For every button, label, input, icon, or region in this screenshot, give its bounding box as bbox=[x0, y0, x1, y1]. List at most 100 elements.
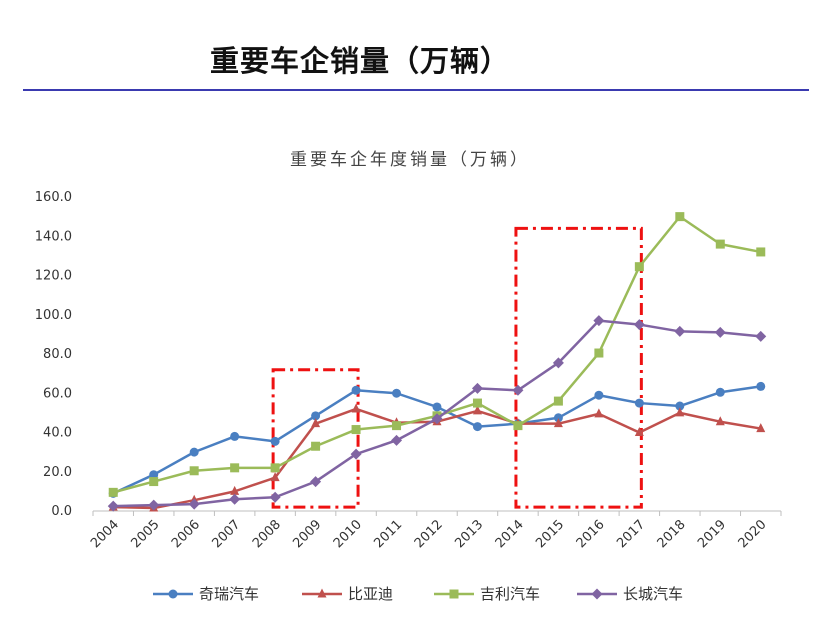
legend-label: 比亚迪 bbox=[348, 585, 393, 603]
legend-swatch-marker bbox=[168, 589, 178, 599]
data-point bbox=[189, 447, 199, 457]
data-point bbox=[634, 427, 644, 436]
x-tick-label: 2008 bbox=[250, 517, 284, 551]
y-tick-label: 160.0 bbox=[35, 190, 72, 205]
data-point bbox=[230, 431, 240, 441]
data-point bbox=[431, 413, 443, 425]
x-tick-label: 2005 bbox=[129, 517, 163, 551]
x-tick-label: 2017 bbox=[614, 517, 648, 551]
data-point bbox=[350, 448, 362, 460]
data-point bbox=[351, 385, 361, 395]
data-point bbox=[634, 262, 644, 272]
data-point bbox=[593, 315, 605, 327]
y-axis: 0.0 20.0 40.0 60.0 80.0 100.0 120.0 140.0 160.0 bbox=[35, 190, 72, 519]
data-point bbox=[553, 396, 563, 406]
data-point bbox=[270, 472, 280, 482]
y-tick-label: 80.0 bbox=[43, 347, 72, 362]
data-point bbox=[755, 330, 767, 342]
annotation-dashed-box bbox=[514, 226, 643, 509]
y-tick-label: 0.0 bbox=[51, 504, 72, 519]
data-point bbox=[674, 325, 686, 337]
data-point bbox=[594, 348, 604, 358]
data-point bbox=[715, 239, 725, 249]
y-tick-label: 100.0 bbox=[35, 308, 72, 323]
chart-title: 重要车企年度销量（万辆） bbox=[290, 150, 530, 170]
data-point bbox=[311, 441, 321, 451]
data-point bbox=[594, 408, 604, 418]
data-point bbox=[149, 470, 159, 480]
data-point bbox=[269, 491, 281, 503]
data-point bbox=[270, 463, 280, 473]
data-point bbox=[432, 402, 442, 412]
y-tick-label: 40.0 bbox=[43, 426, 72, 441]
series-line bbox=[112, 385, 761, 495]
series-layer bbox=[107, 212, 767, 512]
y-tick-label: 60.0 bbox=[43, 386, 72, 401]
data-point bbox=[472, 422, 482, 432]
data-point bbox=[108, 487, 118, 497]
data-point bbox=[714, 326, 726, 338]
legend-swatch-marker bbox=[591, 588, 603, 600]
series-1 bbox=[108, 381, 766, 498]
x-tick-label: 2014 bbox=[493, 517, 527, 551]
x-axis: 2004 2005 2006 2007 2008 2009 2010 2011 2012 2013… bbox=[88, 510, 782, 551]
data-point bbox=[756, 247, 766, 257]
data-point bbox=[715, 416, 725, 426]
data-point bbox=[107, 500, 119, 512]
y-tick-label: 140.0 bbox=[35, 229, 72, 244]
data-point bbox=[675, 212, 685, 222]
legend-item: 奇瑞汽车 bbox=[153, 585, 259, 603]
data-point bbox=[594, 390, 604, 400]
data-point bbox=[392, 388, 402, 398]
data-point bbox=[634, 398, 644, 408]
data-point bbox=[552, 357, 564, 369]
legend-item: 比亚迪 bbox=[302, 585, 393, 603]
legend-swatch-marker bbox=[317, 588, 327, 598]
x-tick-label: 2009 bbox=[290, 517, 324, 551]
data-point bbox=[756, 381, 766, 391]
x-tick-label: 2004 bbox=[88, 517, 122, 551]
data-point bbox=[189, 466, 199, 476]
data-point bbox=[311, 411, 321, 421]
x-tick-label: 2018 bbox=[655, 517, 689, 551]
series-line bbox=[112, 215, 762, 494]
series-3 bbox=[108, 212, 766, 497]
legend-swatch-marker bbox=[449, 589, 459, 599]
y-tick-label: 120.0 bbox=[35, 269, 72, 284]
data-point bbox=[675, 401, 685, 411]
data-point bbox=[756, 423, 766, 433]
legend: 奇瑞汽车 比亚迪 吉利汽车 长城汽车 bbox=[153, 585, 683, 603]
data-point bbox=[230, 485, 240, 495]
x-tick-label: 2011 bbox=[371, 517, 405, 551]
data-point bbox=[188, 498, 200, 510]
x-tick-label: 2006 bbox=[169, 517, 203, 551]
legend-item: 吉利汽车 bbox=[434, 585, 540, 603]
data-point bbox=[513, 421, 523, 431]
data-point bbox=[391, 434, 403, 446]
x-tick-label: 2016 bbox=[574, 517, 608, 551]
x-tick-label: 2012 bbox=[412, 517, 446, 551]
data-point bbox=[553, 418, 563, 428]
x-tick-label: 2020 bbox=[736, 517, 770, 551]
x-tick-label: 2019 bbox=[695, 517, 729, 551]
data-point bbox=[148, 499, 160, 511]
data-point bbox=[149, 477, 159, 487]
data-point bbox=[553, 413, 563, 423]
legend-item: 长城汽车 bbox=[577, 585, 683, 603]
data-point bbox=[351, 425, 361, 435]
data-point bbox=[311, 418, 321, 428]
data-point bbox=[472, 405, 482, 415]
data-point bbox=[270, 436, 280, 446]
data-point bbox=[229, 493, 241, 505]
legend-label: 吉利汽车 bbox=[480, 585, 540, 603]
data-point bbox=[715, 387, 725, 397]
title-divider bbox=[23, 89, 809, 91]
legend-label: 长城汽车 bbox=[623, 585, 683, 603]
series-4 bbox=[107, 315, 767, 512]
data-point bbox=[675, 407, 685, 417]
y-tick-label: 20.0 bbox=[43, 465, 72, 480]
x-tick-label: 2010 bbox=[331, 517, 365, 551]
data-point bbox=[351, 403, 361, 413]
legend-label: 奇瑞汽车 bbox=[199, 585, 259, 603]
